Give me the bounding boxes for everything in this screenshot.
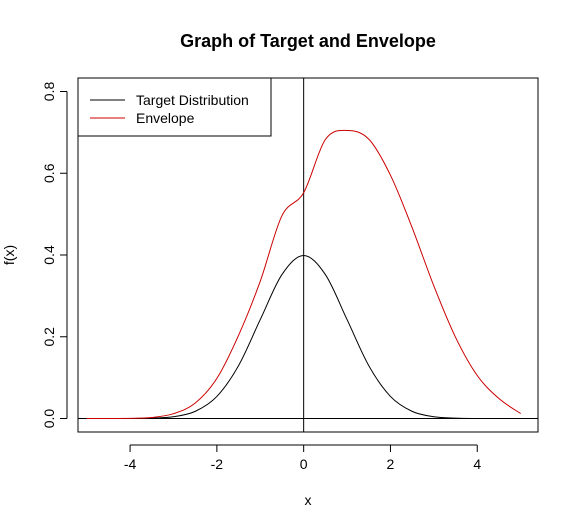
legend-label-target: Target Distribution [136,92,249,108]
y-tick-label: 0.6 [41,163,57,183]
series-line-target-distribution [86,254,521,420]
x-tick-label: -2 [211,456,224,472]
y-axis: 0.0 0.2 0.4 0.6 0.8 [41,82,68,429]
series-layer [86,129,521,420]
x-tick-label: 4 [473,456,481,472]
series-line-envelope [86,129,521,420]
chart-title: Graph of Target and Envelope [180,31,436,51]
y-tick-label: 0.2 [41,327,57,347]
legend-box [77,77,272,137]
y-tick-label: 0.0 [41,409,57,429]
x-tick-label: 0 [300,456,308,472]
legend-label-envelope: Envelope [136,110,195,126]
x-tick-label: 2 [387,456,395,472]
x-axis-label: x [305,492,312,508]
x-tick-label: -4 [124,456,137,472]
plot-border [77,77,539,433]
legend: Target Distribution Envelope [77,77,272,137]
y-tick-label: 0.8 [41,82,57,102]
y-axis-label: f(x) [1,245,17,265]
y-tick-label: 0.4 [41,245,57,265]
x-axis: -4 -2 0 2 4 [124,444,481,472]
